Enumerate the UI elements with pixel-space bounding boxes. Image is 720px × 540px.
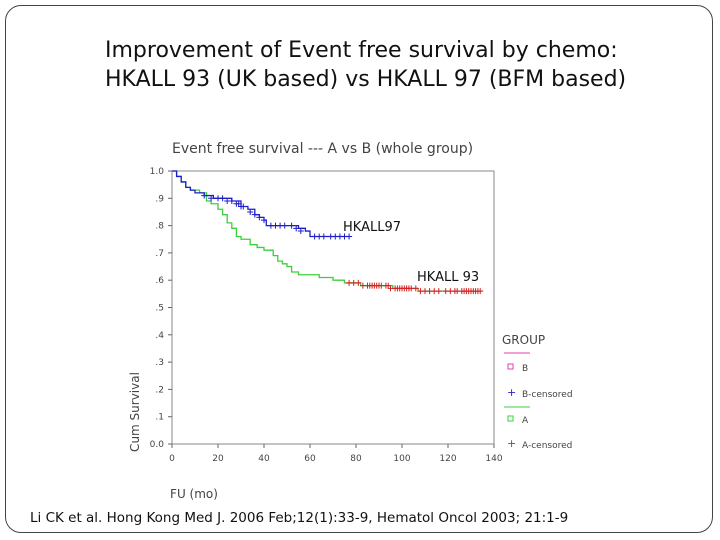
series-b-censored-mark [240, 203, 247, 210]
slide-title: Improvement of Event free survival by ch… [105, 36, 626, 94]
chart-title: Event free survival --- A vs B (whole gr… [172, 141, 473, 157]
slide-frame [5, 5, 713, 533]
x-tick-label: 140 [485, 454, 502, 464]
x-tick-label: 60 [304, 454, 316, 464]
series-b-censored-mark [219, 195, 226, 202]
series-b-censored-mark [208, 195, 215, 202]
series-b-censored-mark [256, 214, 263, 221]
x-tick-label: 0 [169, 454, 175, 464]
y-tick-label: .7 [155, 249, 164, 259]
series-b-censored-mark [281, 222, 288, 229]
annotation-hkall93: HKALL 93 [417, 270, 479, 285]
x-axis-label: FU (mo) [170, 487, 218, 501]
series-a-censored-mark [355, 279, 362, 286]
series-b-censored-mark [293, 225, 300, 232]
annotation-hkall97: HKALL97 [343, 220, 401, 235]
series-b-censored-mark [297, 228, 304, 235]
legend-label-b: B [522, 364, 528, 374]
y-tick-label: .9 [155, 194, 164, 204]
citation: Li CK et al. Hong Kong Med J. 2006 Feb;1… [30, 510, 569, 526]
series-a-censored-mark [435, 288, 442, 295]
y-tick-label: .4 [155, 331, 164, 341]
y-tick-label: .5 [155, 304, 164, 314]
x-tick-label: 20 [212, 454, 224, 464]
legend-title: GROUP [502, 333, 545, 347]
legend-marker-b-censored: + [507, 386, 516, 399]
plot-frame [171, 170, 495, 445]
y-tick-label: .3 [155, 358, 164, 368]
legend-marker-b [507, 363, 514, 370]
y-tick-label: .6 [155, 276, 164, 286]
legend-marker-a-censored: + [507, 437, 516, 450]
slide-title-line-1: Improvement of Event free survival by ch… [105, 38, 618, 63]
y-tick-label: .8 [155, 222, 164, 232]
y-tick-label: .1 [155, 413, 164, 423]
series-b-censored-mark [228, 198, 235, 205]
x-tick-label: 120 [439, 454, 456, 464]
series-b-censored-mark [251, 211, 258, 218]
y-axis-label: Cum Survival [128, 372, 142, 452]
series-b-censored-mark [247, 208, 254, 215]
legend-label-a-censored: A-censored [522, 441, 572, 451]
y-tick-label: 1.0 [150, 167, 165, 177]
series-b-censored-mark [288, 222, 295, 229]
slide-title-line-2: HKALL 93 (UK based) vs HKALL 97 (BFM bas… [105, 67, 627, 92]
y-tick-label: 0.0 [150, 440, 165, 450]
series-b-censored-mark [320, 233, 327, 240]
x-tick-label: 80 [350, 454, 362, 464]
series-b-censored-mark [201, 192, 208, 199]
x-tick-label: 100 [393, 454, 410, 464]
y-tick-label: .2 [155, 385, 164, 395]
legend-label-a: A [522, 416, 529, 426]
legend-marker-a [507, 415, 514, 422]
legend-label-b-censored: B-censored [522, 390, 573, 400]
series-b-censored-mark [346, 233, 353, 240]
series-a-censored-mark [412, 285, 419, 292]
x-tick-label: 40 [258, 454, 270, 464]
series-b-censored-mark [261, 217, 267, 224]
series-a-censored-mark [477, 288, 484, 295]
